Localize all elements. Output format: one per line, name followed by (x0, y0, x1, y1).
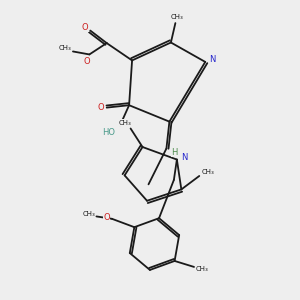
Text: O: O (103, 212, 110, 221)
Text: N: N (181, 153, 188, 162)
Text: CH₃: CH₃ (118, 119, 131, 125)
Text: CH₃: CH₃ (201, 169, 214, 175)
Text: O: O (98, 103, 104, 112)
Text: N: N (209, 55, 216, 64)
Text: CH₃: CH₃ (82, 211, 95, 217)
Text: O: O (82, 23, 88, 32)
Text: CH₃: CH₃ (196, 266, 209, 272)
Text: CH₃: CH₃ (58, 45, 71, 51)
Text: H: H (172, 148, 178, 157)
Text: HO: HO (102, 128, 115, 137)
Text: CH₃: CH₃ (170, 14, 183, 20)
Text: O: O (83, 56, 90, 65)
